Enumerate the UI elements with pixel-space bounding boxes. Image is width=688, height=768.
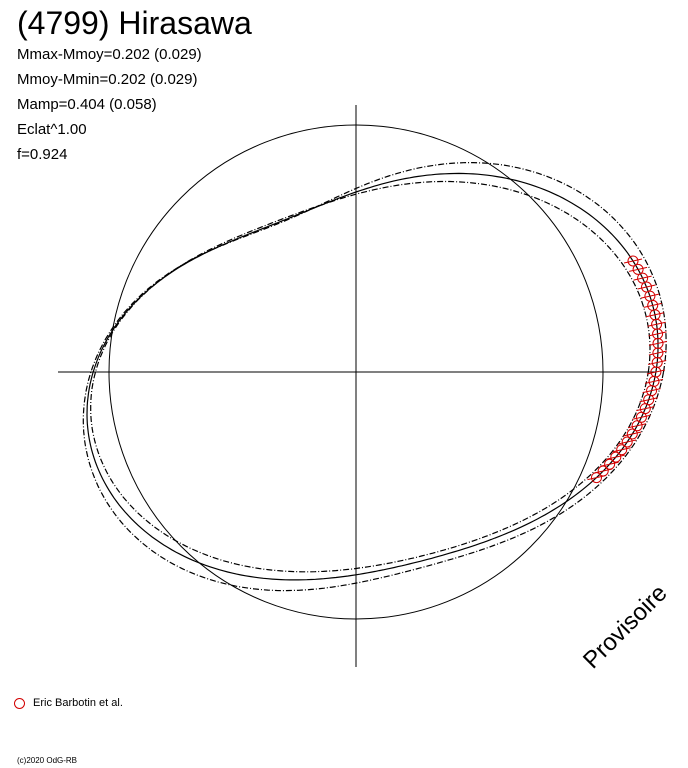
observation-point (627, 420, 647, 432)
stat-mmax-mmoy: Mmax-Mmoy=0.202 (0.029) (17, 46, 202, 63)
observation-point (628, 263, 648, 275)
legend-marker-icon (14, 697, 25, 709)
observation-point (606, 451, 625, 463)
observation-point (623, 255, 643, 267)
observation-point (618, 436, 637, 448)
observation-point (600, 458, 619, 470)
observation-point (643, 299, 662, 311)
observation-point (633, 272, 652, 284)
chart-title: (4799) Hirasawa (17, 5, 252, 41)
copyright: (c)2020 OdG-RB (17, 756, 78, 765)
stat-mamp: Mamp=0.404 (0.058) (17, 96, 157, 113)
reference-circle (108, 124, 604, 620)
upper-bound-curve (82, 162, 667, 592)
stats-block: Mmax-Mmoy=0.202 (0.029) Mmoy-Mmin=0.202 … (17, 42, 202, 167)
legend-label: Eric Barbotin et al. (33, 697, 123, 709)
stat-f: f=0.924 (17, 146, 68, 163)
observation-point (637, 281, 656, 293)
observation-point (623, 428, 642, 440)
observation-points (587, 255, 668, 484)
model-curve (86, 172, 659, 581)
stat-mmoy-mmin: Mmoy-Mmin=0.202 (0.029) (17, 71, 198, 88)
observation-point (587, 472, 606, 484)
lower-bound-curve (90, 180, 651, 573)
observation-point (612, 444, 631, 456)
observation-point (594, 465, 613, 477)
observation-point (632, 411, 651, 423)
legend: Eric Barbotin et al. (14, 697, 123, 709)
observation-point (640, 290, 660, 302)
stat-eclat: Eclat^1.00 (17, 121, 87, 138)
